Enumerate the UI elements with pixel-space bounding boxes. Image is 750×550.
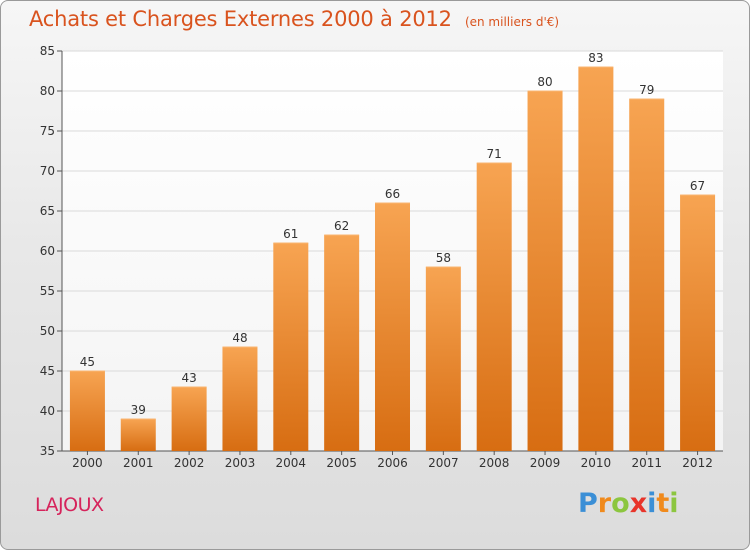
x-tick-label-2005: 2005 — [326, 456, 357, 470]
data-label-2000: 45 — [80, 355, 95, 369]
bar-2001 — [120, 419, 156, 451]
x-tick-label-2007: 2007 — [428, 456, 459, 470]
chart-subtitle: (en milliers d'€) — [464, 15, 560, 29]
bar-2003 — [222, 347, 258, 451]
bar-2012 — [680, 195, 716, 451]
bar-2009 — [527, 91, 563, 451]
proxiti-logo: Proxiti — [578, 488, 679, 519]
logo-letter: x — [629, 488, 648, 519]
y-tick-label: 50 — [40, 324, 55, 338]
chart-title: Achats et Charges Externes 2000 à 2012 — [29, 7, 452, 31]
logo-letter: i — [669, 488, 679, 519]
x-tick-label-2001: 2001 — [123, 456, 154, 470]
bar-2010 — [578, 67, 614, 451]
bar-2005 — [324, 235, 360, 451]
data-label-2011: 79 — [639, 83, 654, 97]
x-tick-label-2008: 2008 — [479, 456, 510, 470]
bar-2000 — [69, 371, 105, 451]
logo-letter: o — [611, 488, 630, 519]
y-tick-label: 60 — [40, 244, 55, 258]
x-tick-label-2004: 2004 — [276, 456, 307, 470]
x-tick-label-2009: 2009 — [530, 456, 561, 470]
y-tick-label: 35 — [40, 444, 55, 458]
bar-2002 — [171, 387, 207, 451]
logo-letter: t — [656, 488, 670, 519]
data-label-2006: 66 — [385, 187, 400, 201]
title-block: Achats et Charges Externes 2000 à 2012 (… — [29, 7, 559, 31]
data-label-2012: 67 — [690, 179, 705, 193]
y-tick-label: 65 — [40, 204, 55, 218]
y-tick-label: 75 — [40, 124, 55, 138]
x-tick-label-2006: 2006 — [377, 456, 408, 470]
data-label-2009: 80 — [537, 75, 552, 89]
data-label-2010: 83 — [588, 51, 603, 65]
logo-letter: r — [597, 488, 612, 519]
y-tick-label: 70 — [40, 164, 55, 178]
data-label-2007: 58 — [436, 251, 451, 265]
logo-letter: i — [647, 488, 657, 519]
bar-2004 — [273, 243, 309, 451]
y-tick-label: 85 — [40, 44, 55, 58]
y-tick-label: 55 — [40, 284, 55, 298]
y-tick-label: 45 — [40, 364, 55, 378]
x-tick-label-2003: 2003 — [225, 456, 256, 470]
y-tick-label: 80 — [40, 84, 55, 98]
bar-2006 — [375, 203, 410, 451]
x-tick-label-2011: 2011 — [631, 456, 662, 470]
commune-name: LAJOUX — [35, 494, 104, 516]
logo-letter: P — [578, 488, 598, 519]
data-label-2005: 62 — [334, 219, 349, 233]
bar-2008 — [476, 163, 512, 451]
bar-2007 — [425, 267, 461, 451]
x-tick-label-2010: 2010 — [581, 456, 612, 470]
data-label-2003: 48 — [232, 331, 247, 345]
x-tick-label-2000: 2000 — [72, 456, 103, 470]
x-tick-label-2012: 2012 — [682, 456, 713, 470]
y-tick-label: 40 — [40, 404, 55, 418]
data-label-2001: 39 — [131, 403, 146, 417]
data-label-2008: 71 — [487, 147, 502, 161]
bar-2011 — [629, 99, 665, 451]
data-label-2002: 43 — [181, 371, 196, 385]
x-tick-label-2002: 2002 — [174, 456, 205, 470]
data-label-2004: 61 — [283, 227, 298, 241]
